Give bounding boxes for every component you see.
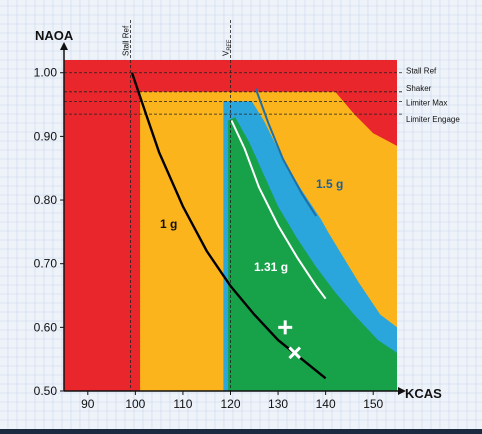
reference-lines: Stall Ref Shaker Limiter Max Limiter Engage… <box>64 20 460 391</box>
y-tick-label: 1.00 <box>34 66 58 80</box>
ref-label-h: Limiter Engage <box>406 115 460 124</box>
x-axis-arrow <box>398 387 406 395</box>
chart-labels: NAOA KCAS <box>35 28 442 401</box>
y-tick-label: 0.90 <box>34 129 58 143</box>
axes: 0.50 0.60 0.70 0.80 0.90 1.00 90 100 110 120 130 14… <box>34 42 406 411</box>
x-tick-label: 150 <box>363 397 383 411</box>
ref-label-h: Shaker <box>406 84 432 93</box>
ref-label-main: V <box>222 50 231 56</box>
curve-label: 1.31 g <box>254 260 288 274</box>
curve-1-31-g <box>230 120 327 300</box>
y-tick-label: 0.60 <box>34 320 58 334</box>
x-tick-label: 140 <box>316 397 336 411</box>
y-tick-label: 0.70 <box>34 257 58 271</box>
y-axis-arrow <box>60 42 68 50</box>
y-tick-label: 0.80 <box>34 193 58 207</box>
curve-1-5-g <box>254 88 317 217</box>
region-green <box>228 117 397 392</box>
y-axis-label: NAOA <box>35 28 74 43</box>
point-markers <box>278 320 302 360</box>
ref-label-h: Stall Ref <box>406 67 437 76</box>
x-tick-label: 120 <box>220 397 240 411</box>
load-factor-curves: 1 g 1.31 g 1.5 g <box>130 72 343 380</box>
x-tick-label: 130 <box>268 397 288 411</box>
ref-label-v: Stall Ref <box>122 25 131 56</box>
curve-label: 1.5 g <box>316 177 343 191</box>
ref-label-sub: REF <box>227 39 233 51</box>
y-tick-label: 0.50 <box>34 384 58 398</box>
x-tick-label: 90 <box>81 397 95 411</box>
x-marker <box>288 346 302 360</box>
ref-label-v: VREF <box>222 39 233 56</box>
x-tick-label: 110 <box>173 397 192 411</box>
x-tick-label: 100 <box>125 397 145 411</box>
ref-label-h: Limiter Max <box>406 98 447 107</box>
curve-label: 1 g <box>160 217 177 231</box>
x-axis-label: KCAS <box>405 386 442 401</box>
